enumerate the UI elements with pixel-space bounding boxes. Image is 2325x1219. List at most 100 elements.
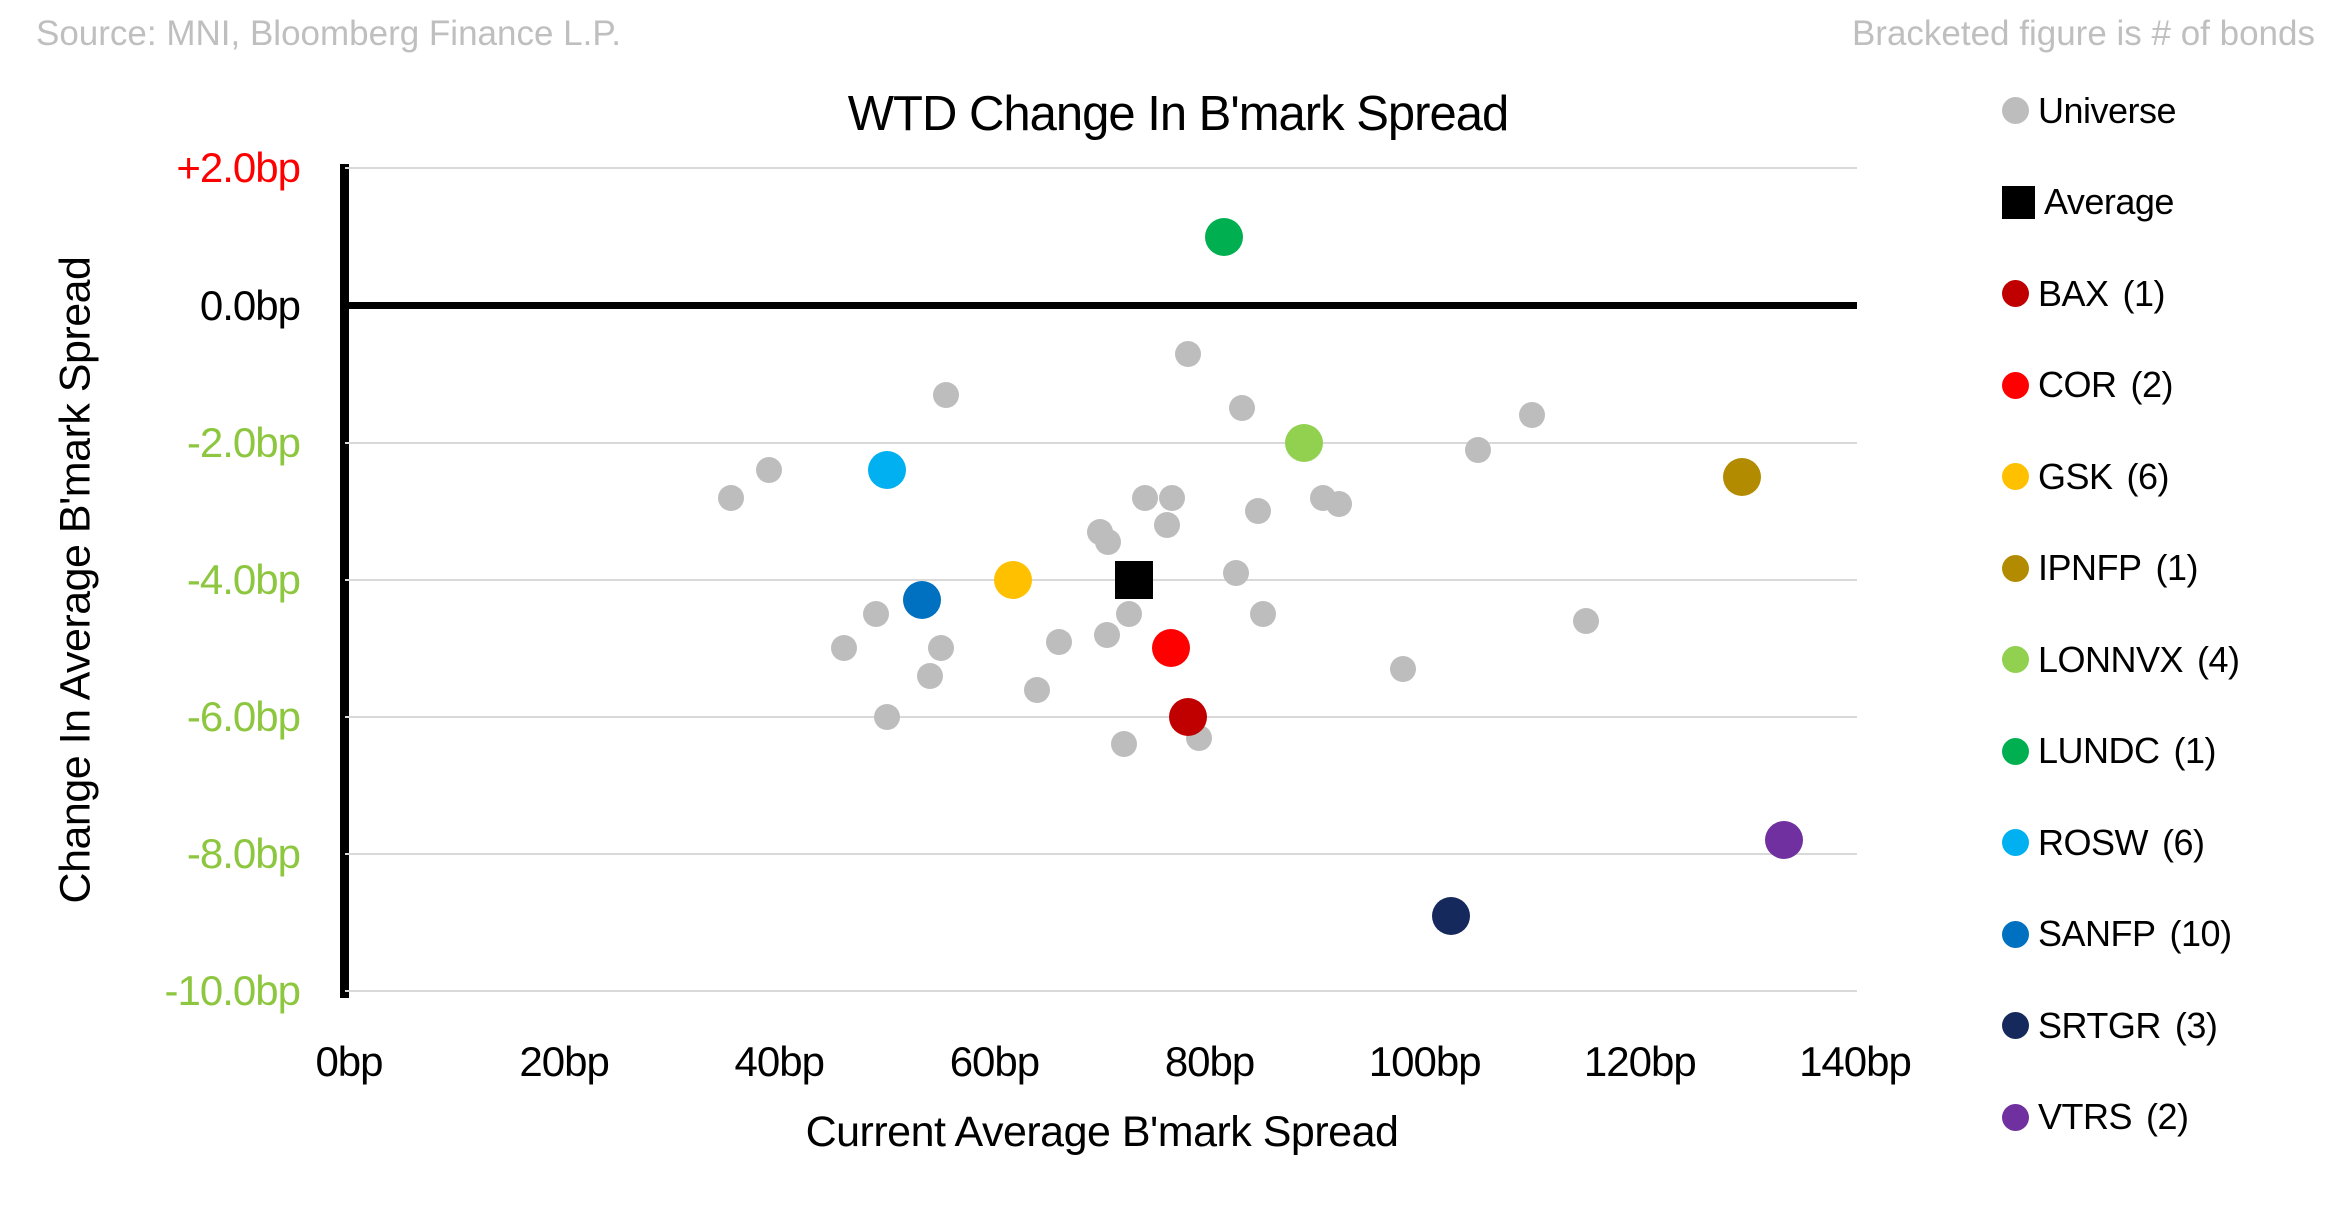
point-universe xyxy=(1223,559,1250,586)
gridline xyxy=(345,853,1857,856)
y-tick-label: -10.0bp xyxy=(164,967,301,1015)
point-universe xyxy=(1250,601,1277,628)
y-tick-label: -4.0bp xyxy=(186,555,301,603)
point-rosw xyxy=(867,451,906,490)
legend-label: BAX xyxy=(2038,272,2109,314)
x-tick-label: 20bp xyxy=(519,1038,609,1085)
legend-label: IPNFP xyxy=(2038,547,2142,588)
point-universe xyxy=(1024,676,1051,703)
gridline xyxy=(345,167,1857,170)
point-lonnvx xyxy=(1285,423,1324,462)
legend-item-srtgr: SRTGR (3) xyxy=(2002,1003,2218,1049)
point-universe xyxy=(1115,601,1142,628)
point-universe xyxy=(830,635,857,662)
legend-label: COR xyxy=(2038,364,2117,405)
legend-item-bax: BAX (1) xyxy=(2002,271,2166,317)
legend-label: ROSW xyxy=(2038,821,2149,863)
legend-count: (2) xyxy=(2130,364,2174,405)
legend-marker-ipnfp xyxy=(2002,554,2029,582)
point-universe xyxy=(1045,628,1072,655)
x-axis-title: Current Average B'mark Spread xyxy=(805,1108,1399,1156)
point-universe xyxy=(1390,655,1417,682)
y-tick-label: -8.0bp xyxy=(186,830,301,878)
legend-item-lundc: LUNDC (1) xyxy=(2002,728,2217,774)
point-universe xyxy=(1465,436,1492,463)
legend-marker-rosw xyxy=(2002,829,2029,856)
legend-marker-universe xyxy=(2002,97,2029,124)
legend-marker-sanfp xyxy=(2002,920,2029,948)
legend-label: VTRS xyxy=(2038,1096,2133,1137)
point-universe xyxy=(1110,731,1137,758)
point-lundc xyxy=(1204,217,1243,256)
legend-label: GSK xyxy=(2038,455,2113,497)
legend-item-gsk: GSK (6) xyxy=(2002,454,2170,500)
x-tick-label: 120bp xyxy=(1583,1038,1697,1085)
legend-count: (1) xyxy=(2173,730,2217,771)
y-tick-label: -2.0bp xyxy=(186,418,301,466)
point-universe xyxy=(916,662,943,689)
legend-item-average: Average xyxy=(2002,179,2174,225)
gridline xyxy=(345,990,1857,993)
point-universe xyxy=(1175,340,1202,367)
point-cor xyxy=(1151,629,1190,668)
point-universe xyxy=(1094,621,1121,648)
legend-label: SRTGR xyxy=(2038,1004,2161,1046)
legend-count: (3) xyxy=(2174,1004,2218,1046)
legend-marker-lundc xyxy=(2002,737,2029,765)
legend-item-rosw: ROSW (6) xyxy=(2002,820,2205,866)
legend-marker-average xyxy=(2002,185,2035,219)
point-universe xyxy=(1573,607,1600,634)
legend-label: Average xyxy=(2044,181,2174,222)
point-universe xyxy=(717,484,744,511)
legend-marker-cor xyxy=(2002,371,2029,399)
bracket-note: Bracketed figure is # of bonds xyxy=(1851,14,2315,53)
y-tick-label: +2.0bp xyxy=(176,144,301,192)
legend-item-sanfp: SANFP (10) xyxy=(2002,911,2232,957)
point-gsk xyxy=(993,560,1032,599)
point-universe xyxy=(873,703,900,730)
point-vtrs xyxy=(1764,821,1803,860)
point-universe xyxy=(1132,484,1159,511)
gridline xyxy=(345,578,1857,581)
gridline xyxy=(345,441,1857,444)
point-universe xyxy=(1158,484,1185,511)
legend: Universe Average BAX (1) COR (2) GSK (6) IPNFP (1… xyxy=(2002,0,2325,1219)
x-tick-label: 80bp xyxy=(1164,1038,1255,1085)
x-tick-label: 100bp xyxy=(1368,1038,1482,1085)
legend-count: (6) xyxy=(2126,455,2170,497)
legend-marker-lonnvx xyxy=(2002,646,2029,673)
y-tick-label: -6.0bp xyxy=(186,692,301,740)
point-universe xyxy=(933,381,959,408)
legend-count: (4) xyxy=(2197,638,2240,680)
point-srtgr xyxy=(1431,896,1470,935)
x-tick-label: 0bp xyxy=(315,1038,383,1085)
legend-item-vtrs: VTRS (2) xyxy=(2002,1094,2189,1140)
legend-label: Universe xyxy=(2038,89,2177,131)
point-ipnfp xyxy=(1723,457,1762,496)
point-universe xyxy=(927,635,954,662)
point-universe xyxy=(755,457,782,484)
x-tick-label: 140bp xyxy=(1799,1038,1912,1085)
point-universe xyxy=(863,601,890,628)
point-bax xyxy=(1169,697,1208,736)
chart-title: WTD Change In B'mark Spread xyxy=(847,87,1509,141)
legend-label: SANFP xyxy=(2038,913,2156,954)
y-tick-label: 0.0bp xyxy=(199,281,301,329)
y-axis-line xyxy=(340,164,349,998)
point-sanfp xyxy=(903,581,942,620)
legend-marker-srtgr xyxy=(2002,1012,2029,1039)
legend-count: (2) xyxy=(2146,1096,2189,1137)
legend-marker-bax xyxy=(2002,280,2029,307)
legend-label: LUNDC xyxy=(2038,730,2160,771)
legend-label: LONNVX xyxy=(2038,638,2184,680)
gridline xyxy=(345,715,1857,718)
x-tick-label: 60bp xyxy=(949,1038,1040,1085)
point-universe xyxy=(1153,511,1180,538)
point-universe xyxy=(1519,402,1546,429)
point-average xyxy=(1115,560,1154,599)
point-universe xyxy=(1325,491,1352,518)
legend-marker-gsk xyxy=(2002,463,2029,490)
legend-count: (6) xyxy=(2162,821,2205,863)
